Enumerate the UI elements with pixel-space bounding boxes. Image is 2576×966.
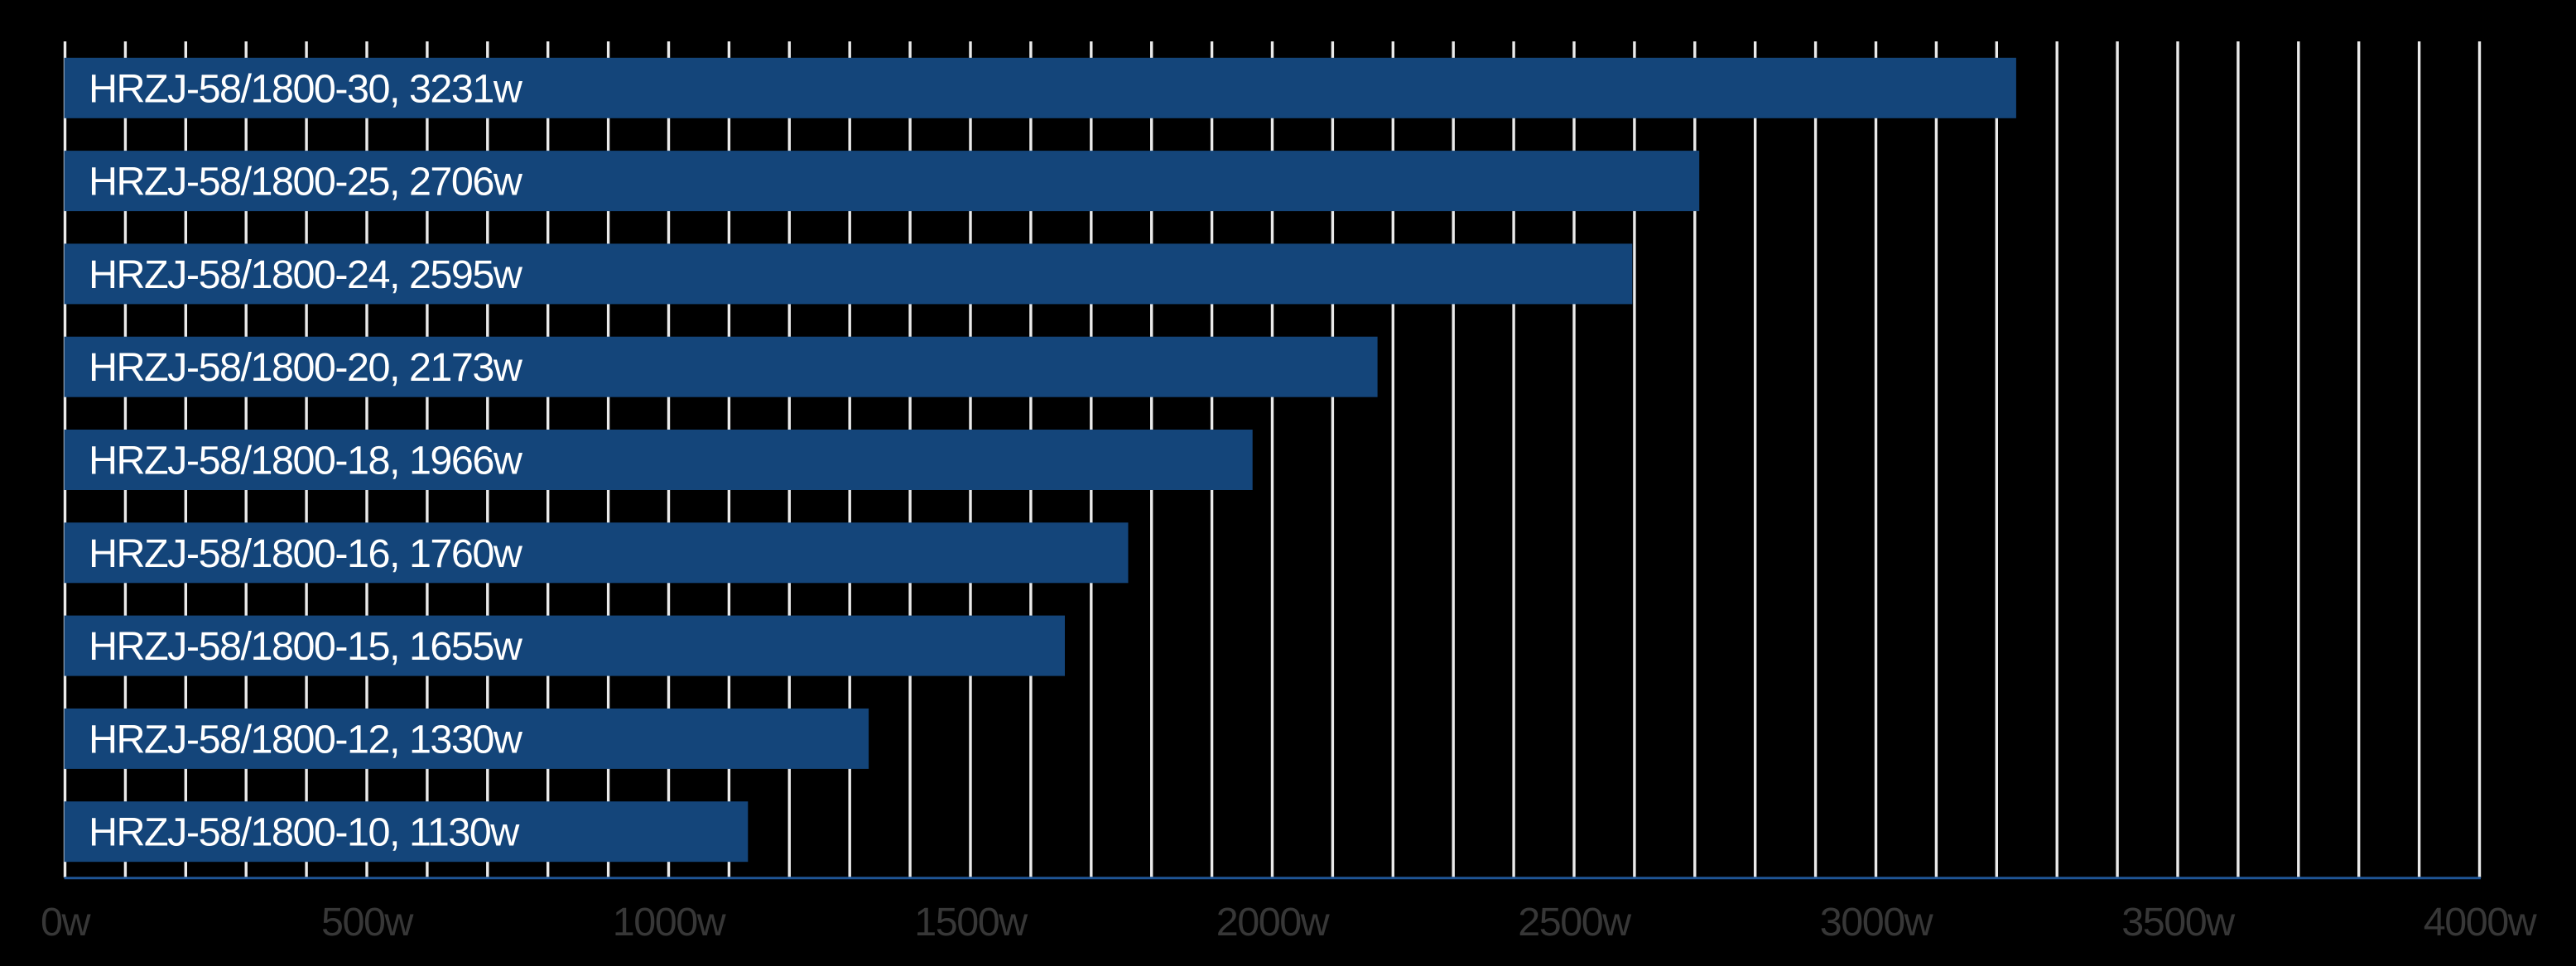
svg-text:500w: 500w — [321, 900, 414, 944]
svg-text:HRZJ-58/1800-10, 1130w: HRZJ-58/1800-10, 1130w — [89, 810, 520, 855]
svg-text:HRZJ-58/1800-15, 1655w: HRZJ-58/1800-15, 1655w — [89, 624, 523, 669]
svg-text:2500w: 2500w — [1518, 900, 1632, 944]
svg-text:HRZJ-58/1800-12, 1330w: HRZJ-58/1800-12, 1330w — [89, 717, 523, 762]
svg-text:0w: 0w — [41, 900, 91, 944]
svg-text:3000w: 3000w — [1820, 900, 1934, 944]
svg-text:4000w: 4000w — [2424, 900, 2538, 944]
svg-text:HRZJ-58/1800-16, 1760w: HRZJ-58/1800-16, 1760w — [89, 531, 523, 576]
svg-text:3500w: 3500w — [2121, 900, 2236, 944]
svg-text:HRZJ-58/1800-30, 3231w: HRZJ-58/1800-30, 3231w — [89, 66, 523, 111]
svg-text:HRZJ-58/1800-25, 2706w: HRZJ-58/1800-25, 2706w — [89, 160, 523, 204]
svg-text:HRZJ-58/1800-20, 2173w: HRZJ-58/1800-20, 2173w — [89, 345, 523, 390]
svg-text:HRZJ-58/1800-24, 2595w: HRZJ-58/1800-24, 2595w — [89, 252, 523, 297]
svg-text:HRZJ-58/1800-18, 1966w: HRZJ-58/1800-18, 1966w — [89, 439, 523, 483]
svg-text:1500w: 1500w — [914, 900, 1028, 944]
svg-text:1000w: 1000w — [613, 900, 727, 944]
svg-text:2000w: 2000w — [1216, 900, 1331, 944]
